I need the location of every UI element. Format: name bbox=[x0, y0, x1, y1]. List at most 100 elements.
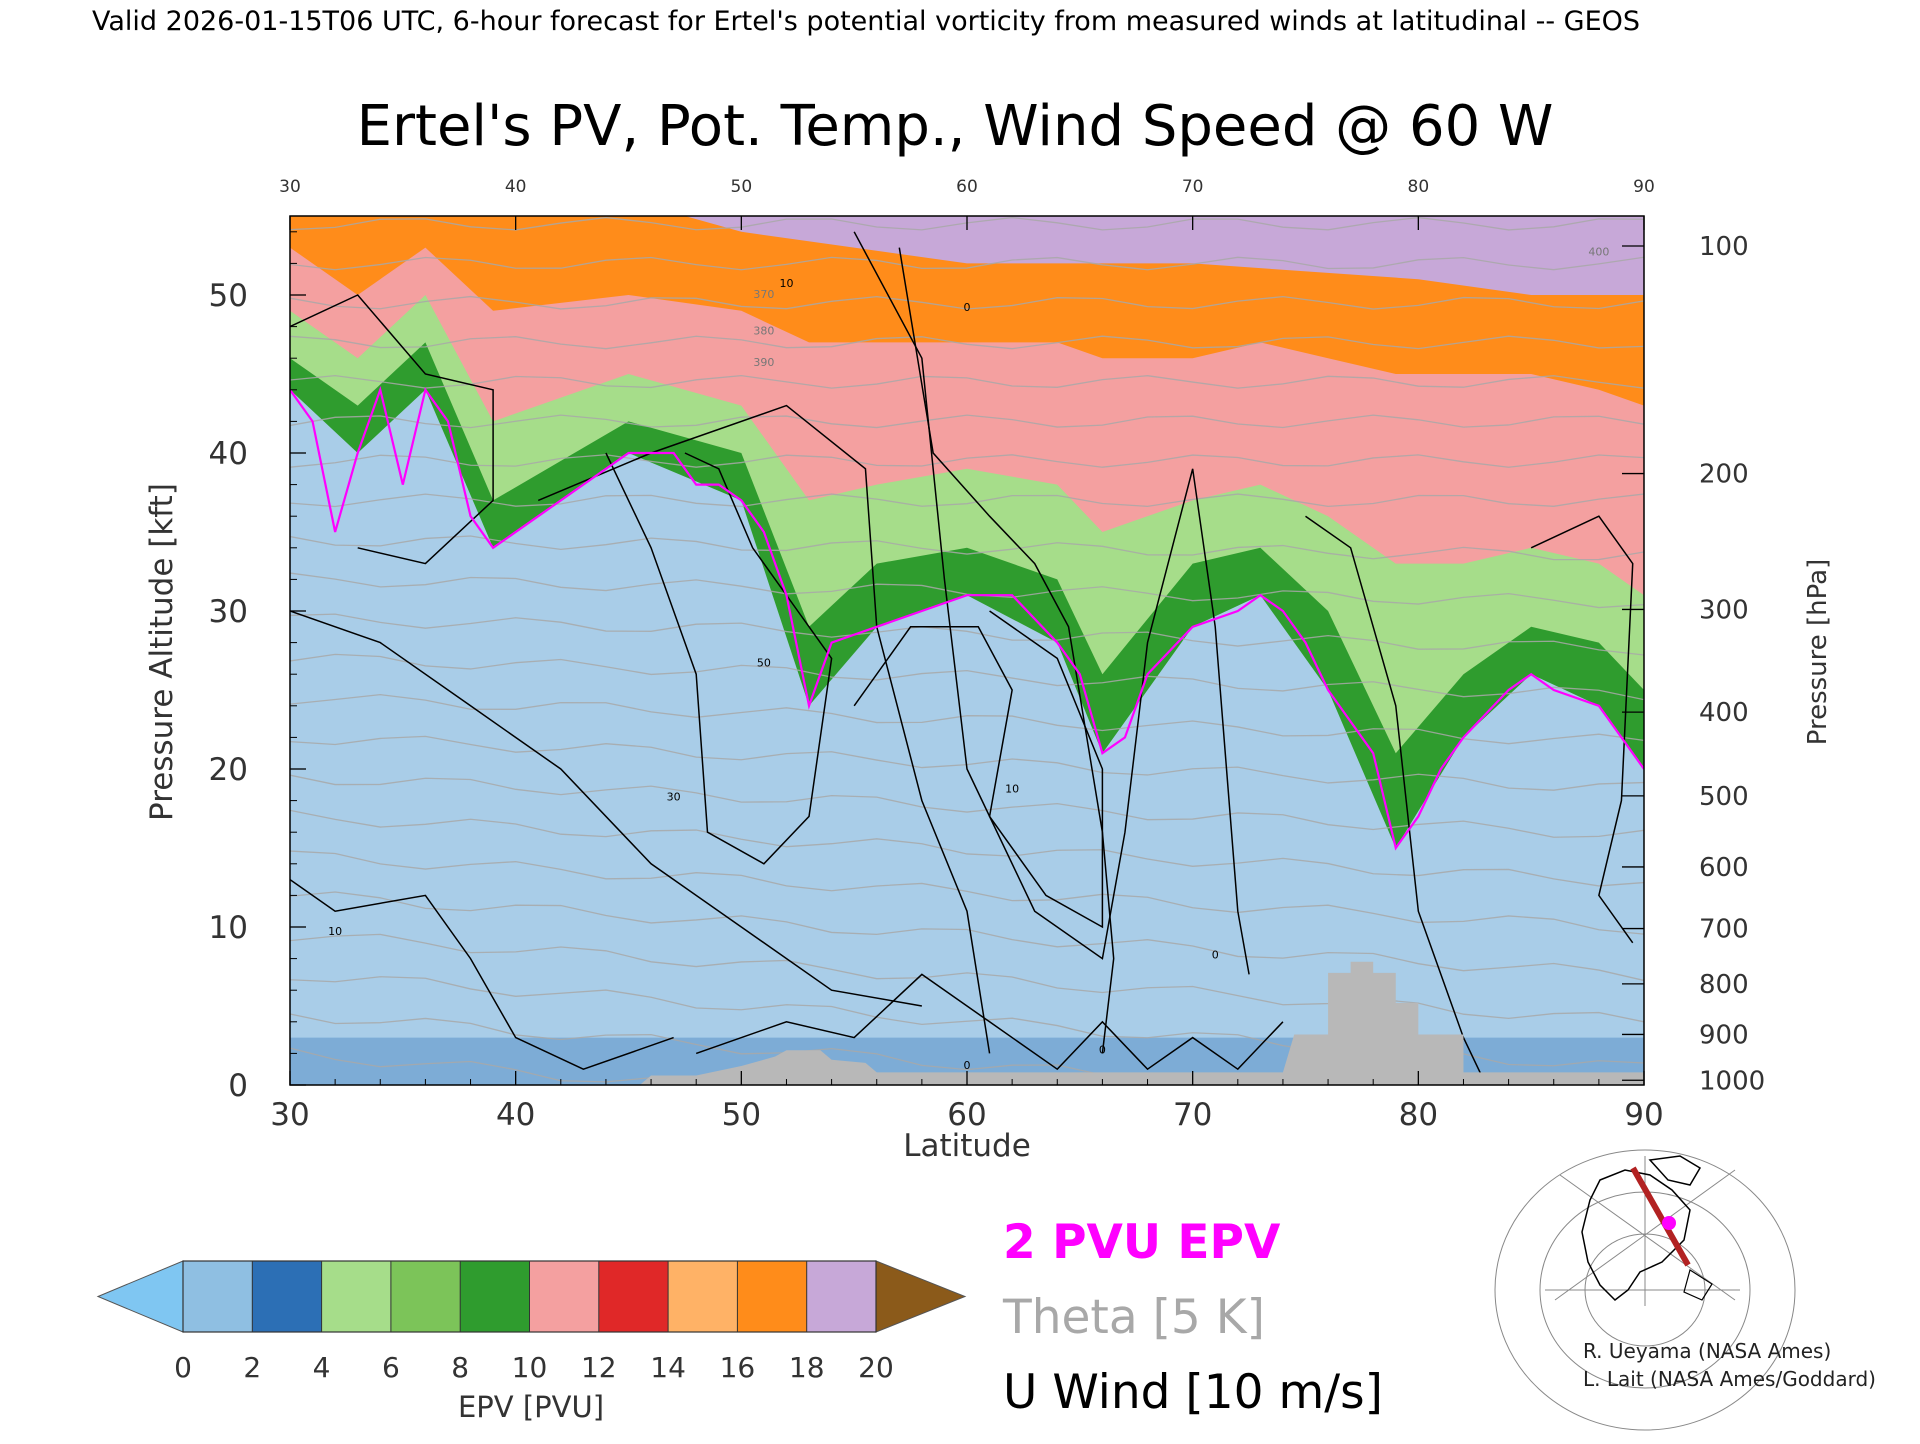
colorbar-tick-label: 2 bbox=[243, 1351, 261, 1384]
u-wind-contour-line bbox=[853, 231, 1250, 975]
y-tick-label: 20 bbox=[209, 752, 248, 788]
theta-contour-line bbox=[290, 535, 1644, 561]
u-wind-contour-label: 50 bbox=[757, 656, 771, 669]
colorbar-segment bbox=[321, 1261, 392, 1332]
two-pvu-contour bbox=[290, 385, 1644, 851]
u-wind-contour-line bbox=[537, 404, 991, 1054]
colorbar-tick-label: 0 bbox=[174, 1351, 192, 1384]
u-wind-contour-label: 30 bbox=[667, 791, 681, 804]
cross-section-track bbox=[1630, 1166, 1691, 1267]
pressure-tick-label: 700 bbox=[1699, 915, 1749, 945]
x-tick-label: 60 bbox=[947, 1097, 986, 1133]
colorbar-segment bbox=[806, 1261, 877, 1332]
legend-uwind: U Wind [10 m/s] bbox=[1003, 1365, 1383, 1420]
x-axis-label: Latitude bbox=[903, 1128, 1031, 1164]
u-wind-contour-label: 0 bbox=[964, 301, 971, 314]
theta-contour-line bbox=[290, 891, 1644, 982]
u-wind-contour-label: 0 bbox=[1212, 949, 1219, 962]
u-wind-contour-line bbox=[898, 247, 1115, 1054]
theta-contour-line bbox=[290, 295, 1644, 310]
colorbar-tick-label: 8 bbox=[451, 1351, 469, 1384]
theta-contour-label: 400 bbox=[1588, 246, 1609, 259]
x-tick-label: 70 bbox=[1173, 1097, 1212, 1133]
colorbar-segment bbox=[252, 1261, 323, 1332]
two-pvu-line bbox=[290, 385, 1644, 851]
colorbar-segment bbox=[390, 1261, 461, 1332]
polar-map-icon bbox=[1494, 1149, 1796, 1431]
x-top-tick-label: 60 bbox=[956, 177, 978, 197]
cross-section-marker bbox=[1662, 1216, 1676, 1230]
theta-contour-line bbox=[290, 774, 1644, 838]
theta-contour-line bbox=[290, 613, 1644, 656]
pressure-tick-label: 1000 bbox=[1699, 1066, 1765, 1096]
terrain-profile bbox=[290, 961, 1644, 1085]
u-wind-contour-label: 0 bbox=[964, 1059, 971, 1072]
x-top-tick-label: 70 bbox=[1182, 177, 1204, 197]
colorbar-segment bbox=[737, 1261, 808, 1332]
colorbar: 0 2 4 6 8 10 12 14 16 18 20 bbox=[96, 1260, 967, 1384]
u-wind-contour-line bbox=[695, 973, 1284, 1071]
credit-line-1: R. Ueyama (NASA Ames) bbox=[1583, 1339, 1831, 1363]
x-top-tick-label: 30 bbox=[279, 177, 301, 197]
pressure-tick-label: 300 bbox=[1699, 595, 1749, 625]
theta-contour-line bbox=[290, 809, 1644, 887]
valid-time-header: Valid 2026-01-15T06 UTC, 6-hour forecast… bbox=[92, 6, 1640, 37]
colorbar-tick-label: 6 bbox=[382, 1351, 400, 1384]
pressure-tick-label: 600 bbox=[1699, 853, 1749, 883]
theta-contour-line bbox=[290, 454, 1644, 468]
pressure-tick-label: 800 bbox=[1699, 970, 1749, 1000]
u-wind-contour-line bbox=[290, 878, 674, 1071]
colorbar-segment bbox=[598, 1261, 669, 1332]
x-tick-label: 40 bbox=[496, 1097, 535, 1133]
colorbar-segment bbox=[183, 1261, 253, 1332]
theta-contour-line bbox=[290, 256, 1644, 271]
x-tick-label: 30 bbox=[270, 1097, 309, 1133]
pv-band-14 bbox=[684, 216, 1644, 295]
credit-line-2: L. Lait (NASA Ames/Goddard) bbox=[1583, 1367, 1876, 1391]
x-tick-label: 90 bbox=[1624, 1097, 1663, 1133]
pressure-tick-label: 500 bbox=[1699, 782, 1749, 812]
y-tick-label: 30 bbox=[209, 594, 248, 630]
colorbar-tick-label: 18 bbox=[789, 1351, 825, 1384]
x-tick-label: 80 bbox=[1399, 1097, 1438, 1133]
u-wind-contour-label: 10 bbox=[328, 925, 342, 938]
colorbar-tick-label: 4 bbox=[313, 1351, 331, 1384]
colorbar-tick-label: 14 bbox=[650, 1351, 686, 1384]
colorbar-tick-label: 20 bbox=[858, 1351, 894, 1384]
y-axis-label: Pressure Altitude [kft] bbox=[144, 483, 180, 821]
u-wind-contour-line bbox=[853, 610, 1104, 929]
theta-contour-line bbox=[290, 653, 1644, 701]
pressure-tick-label: 100 bbox=[1699, 232, 1749, 262]
theta-contour-line bbox=[290, 335, 1644, 350]
u-wind-contour-line bbox=[1305, 515, 1487, 1085]
x-top-tick-label: 90 bbox=[1633, 177, 1655, 197]
u-wind-contour-label: 10 bbox=[779, 277, 793, 290]
theta-contour-line bbox=[290, 374, 1644, 389]
colorbar-segment bbox=[668, 1261, 738, 1332]
colorbar-frame bbox=[182, 1260, 877, 1333]
y-tick-label: 40 bbox=[209, 436, 248, 472]
terrain-mask bbox=[290, 961, 1644, 1085]
theta-contour-label: 390 bbox=[753, 356, 774, 369]
chart-title: Ertel's PV, Pot. Temp., Wind Speed @ 60 … bbox=[357, 94, 1554, 159]
colorbar-low-arrow bbox=[96, 1260, 184, 1333]
colorbar-label: EPV [PVU] bbox=[458, 1390, 604, 1424]
theta-contour-line bbox=[290, 850, 1644, 935]
x-tick-label: 50 bbox=[722, 1097, 761, 1133]
x-top-tick-label: 80 bbox=[1408, 177, 1430, 197]
colorbar-segment bbox=[460, 1261, 530, 1332]
pressure-axis-label: Pressure [hPa] bbox=[1803, 559, 1833, 746]
y-tick-label: 10 bbox=[209, 910, 248, 946]
u-wind-contour-label: 30 bbox=[306, 206, 320, 219]
location-map-inset bbox=[1494, 1149, 1796, 1431]
theta-contour-label: 370 bbox=[753, 288, 774, 301]
colorbar-tick-label: 12 bbox=[581, 1351, 617, 1384]
theta-contour-line bbox=[290, 493, 1644, 508]
contour-legend: 2 PVU EPV Theta [5 K] U Wind [10 m/s] bbox=[1002, 1215, 1383, 1420]
theta-contour-line bbox=[290, 693, 1644, 745]
legend-epv: 2 PVU EPV bbox=[1003, 1215, 1281, 1270]
